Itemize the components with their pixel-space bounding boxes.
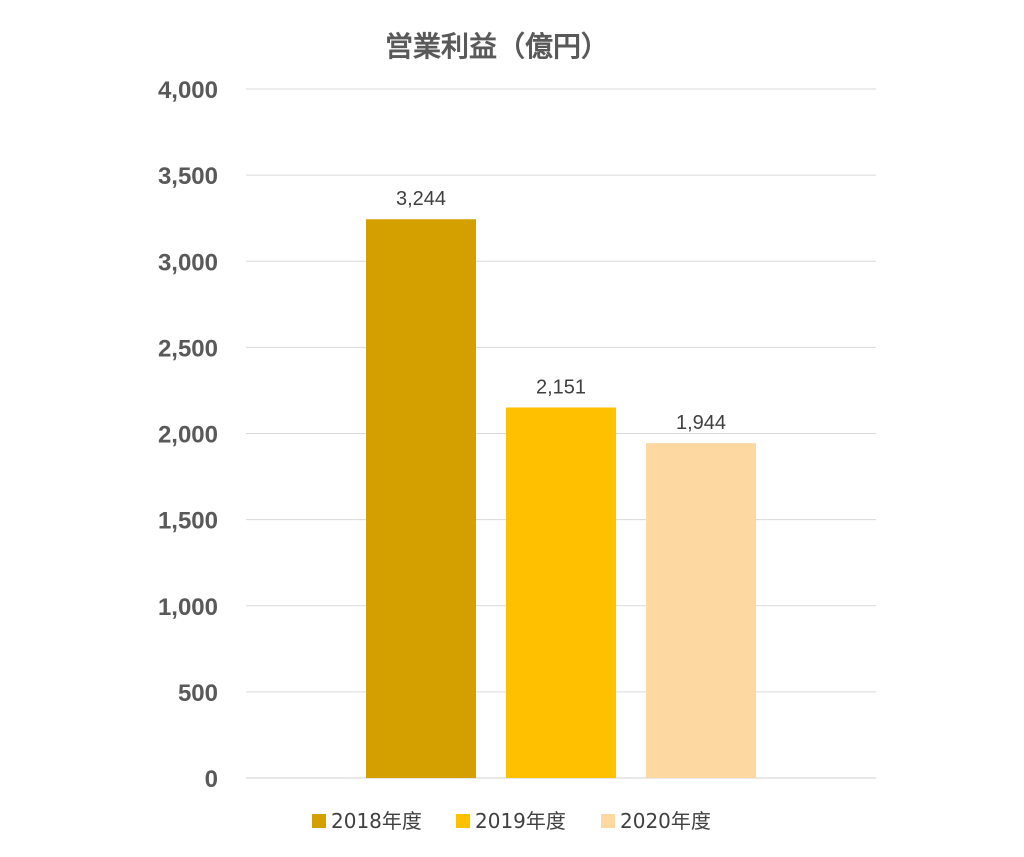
data-label: 1,944 [676, 412, 726, 434]
legend-swatch [456, 814, 470, 828]
data-label: 2,151 [536, 376, 586, 398]
y-tick-label: 3,000 [158, 249, 218, 276]
data-labels: 3,244 2,151 1,944 [396, 188, 726, 434]
y-tick-label: 0 [205, 766, 218, 793]
legend-label: 2020年度 [620, 809, 711, 833]
y-tick-label: 2,000 [158, 422, 218, 449]
legend-swatch [312, 814, 326, 828]
bar [506, 407, 616, 778]
bars [366, 219, 756, 778]
y-tick-label: 3,500 [158, 163, 218, 190]
bar [646, 443, 756, 778]
legend-label: 2018年度 [331, 809, 422, 833]
y-tick-label: 1,500 [158, 508, 218, 535]
y-axis-ticks: 0 500 1,000 1,500 2,000 2,500 3,000 3,500 4,000 [158, 77, 218, 793]
chart-title: 営業利益（億円） [385, 30, 609, 63]
legend-label: 2019年度 [475, 809, 566, 833]
legend-swatch [601, 814, 615, 828]
y-tick-label: 500 [178, 680, 218, 707]
y-tick-label: 4,000 [158, 77, 218, 104]
data-label: 3,244 [396, 188, 446, 210]
y-tick-label: 1,000 [158, 594, 218, 621]
bar [366, 219, 476, 778]
y-tick-label: 2,500 [158, 335, 218, 362]
legend: 2018年度 2019年度 2020年度 [312, 809, 711, 833]
